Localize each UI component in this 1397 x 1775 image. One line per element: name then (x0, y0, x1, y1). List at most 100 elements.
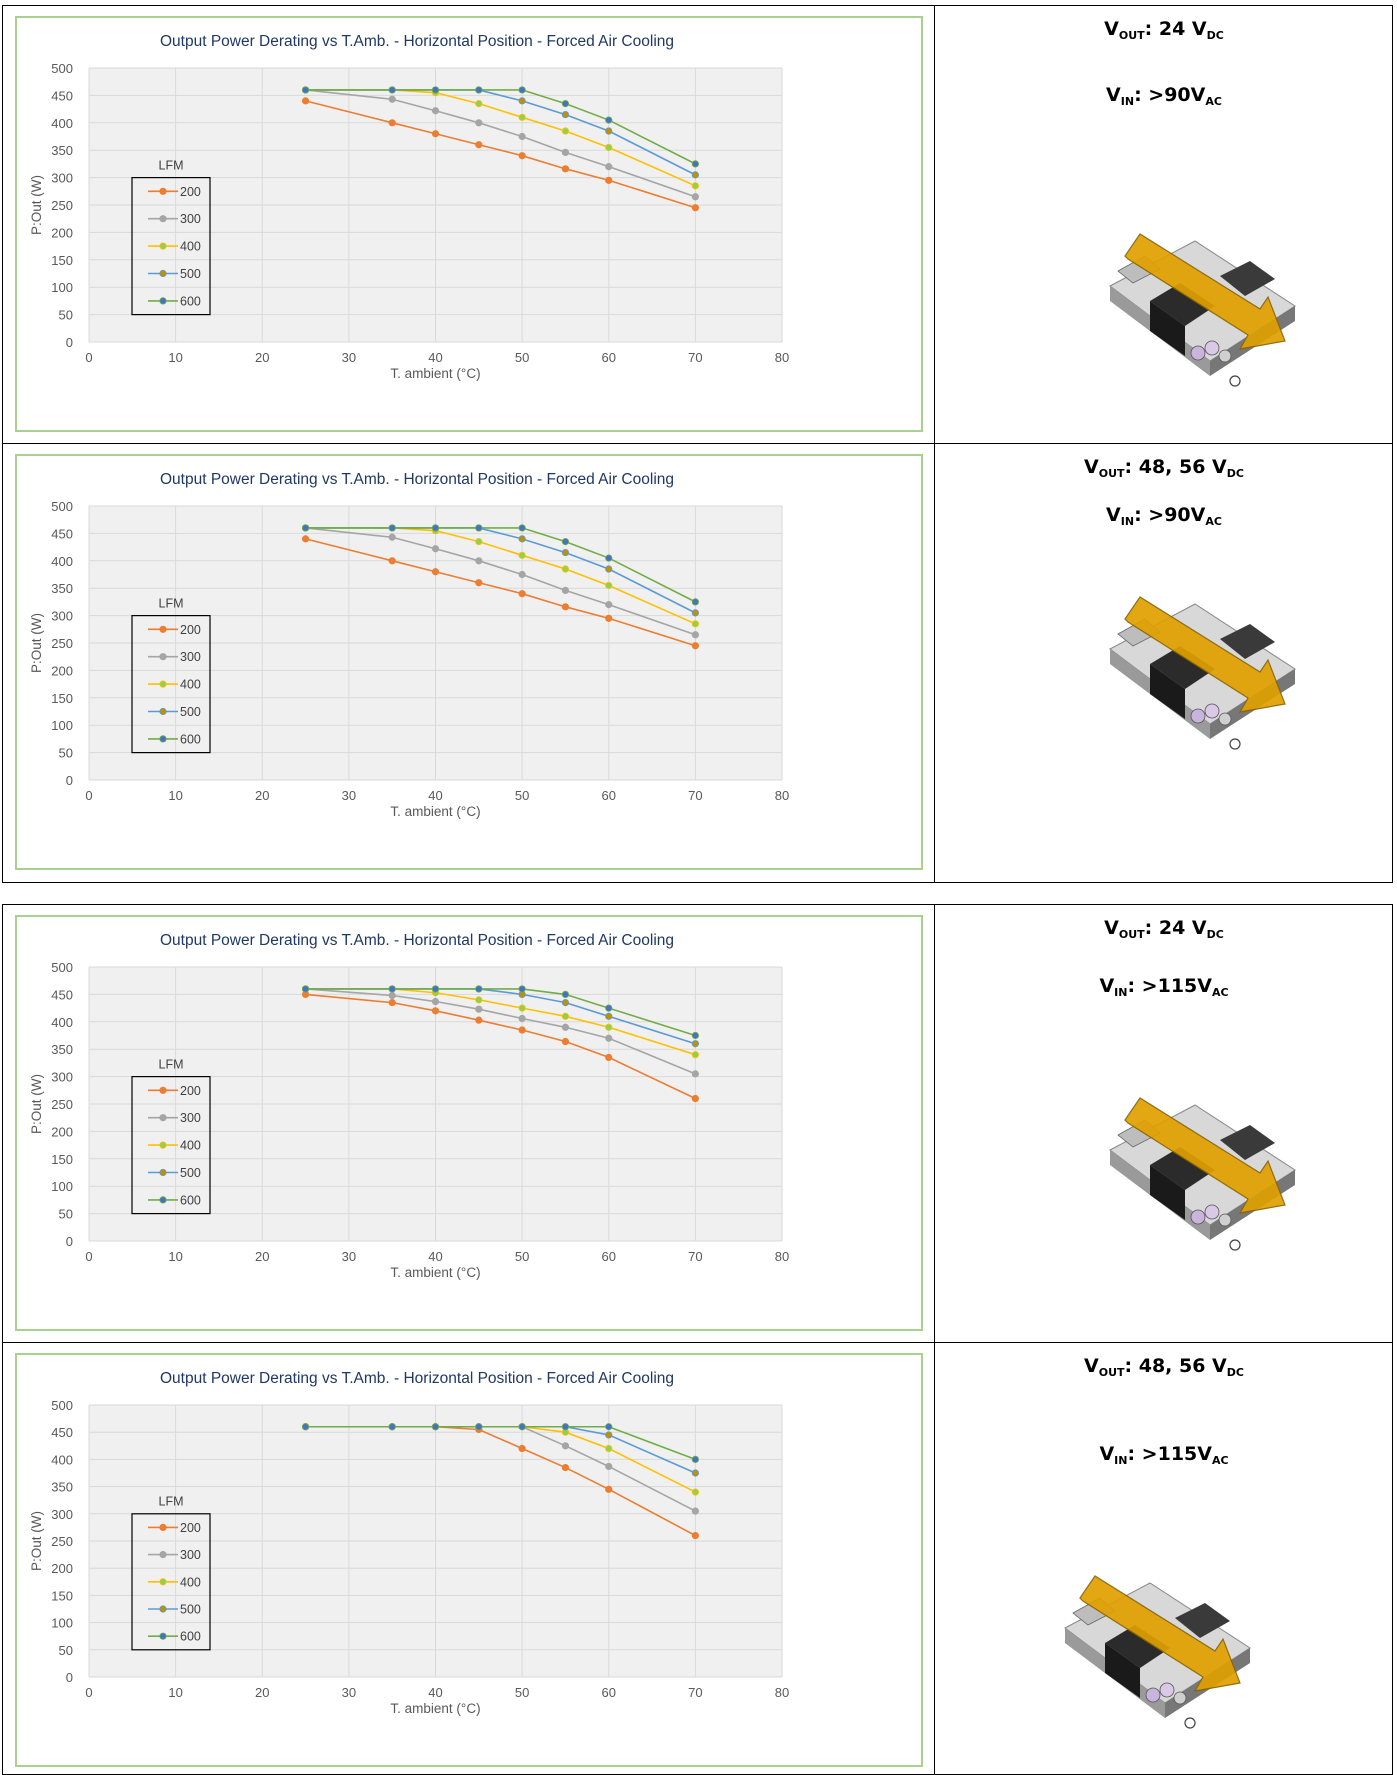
series-line-600 (305, 1425, 696, 1461)
airflow-arrow-icon (1124, 1097, 1286, 1214)
data-point-200 (605, 1053, 613, 1062)
legend-box (131, 1076, 211, 1215)
transformer-side (1150, 664, 1185, 719)
x-tick-label: 20 (255, 788, 269, 803)
spec-cell: VOUT: 48, 56 VDC VIN: >115VAC (935, 1343, 1393, 1774)
y-tick-label: 250 (51, 636, 73, 651)
data-point-600 (301, 985, 310, 993)
derating-chart-3: Output Power Derating vs T.Amb. - Horizo… (15, 915, 923, 1331)
data-point-300 (561, 1023, 570, 1031)
legend-title: LFM (159, 1057, 184, 1071)
legend-label: 500 (180, 1603, 201, 1617)
y-tick-label: 250 (51, 1534, 73, 1549)
x-tick-label: 80 (775, 1685, 789, 1700)
derating-table-115vac: Output Power Derating vs T.Amb. - Horizo… (2, 904, 1393, 1775)
x-tick-label: 60 (602, 788, 616, 803)
legend-label: 300 (180, 1111, 201, 1125)
capacitor (1218, 349, 1232, 363)
data-point-200 (691, 642, 699, 650)
legend-label: 200 (180, 623, 201, 637)
data-point-400 (605, 1023, 613, 1031)
data-point-200 (388, 119, 396, 127)
transformer-side (1150, 301, 1185, 356)
y-tick-label: 0 (66, 1234, 73, 1249)
series-line-600 (305, 988, 696, 1037)
vin-spec: VIN: >90VAC (1106, 84, 1222, 108)
data-point-200 (605, 614, 613, 622)
capacitor (1190, 345, 1206, 361)
chart-title: Output Power Derating vs T.Amb. - Horizo… (160, 932, 674, 949)
data-point-300 (431, 545, 440, 553)
y-axis-label: P:Out (W) (29, 1074, 44, 1134)
x-tick-label: 10 (168, 1249, 182, 1264)
legend-label: 400 (180, 1139, 201, 1153)
series-line-300 (305, 988, 696, 1075)
data-point-200 (561, 1463, 570, 1472)
spec-cell: VOUT: 48, 56 VDC VIN: >90VAC (935, 444, 1393, 882)
data-point-300 (561, 1442, 570, 1450)
x-tick-label: 30 (342, 788, 356, 803)
x-tick-label: 20 (255, 1685, 269, 1700)
data-point-600 (561, 990, 570, 999)
data-point-600 (388, 985, 396, 993)
y-tick-label: 150 (51, 253, 73, 268)
x-tick-label: 50 (515, 1685, 529, 1700)
data-point-600 (431, 985, 440, 993)
y-tick-label: 50 (59, 308, 73, 323)
heatsink (1220, 624, 1275, 659)
vout-spec: VOUT: 24 VDC (1104, 18, 1224, 42)
legend-swatch-marker (159, 215, 167, 223)
table-row: Output Power Derating vs T.Amb. - Horizo… (3, 6, 1392, 444)
table-row: Output Power Derating vs T.Amb. - Horizo… (3, 1343, 1392, 1774)
x-tick-label: 10 (168, 1685, 182, 1700)
heatsink (1175, 1603, 1230, 1638)
data-point-400 (691, 1488, 699, 1496)
legend-swatch-marker (159, 625, 167, 633)
data-point-500 (605, 127, 613, 135)
spec-cell: VOUT: 24 VDC VIN: >115VAC (935, 905, 1393, 1342)
data-point-600 (561, 100, 570, 108)
series-line-600 (305, 89, 696, 165)
data-point-300 (475, 1005, 483, 1013)
spec-cell: VOUT: 24 VDC VIN: >90VAC (935, 6, 1393, 443)
y-tick-label: 150 (51, 691, 73, 706)
data-point-300 (475, 557, 483, 565)
y-tick-label: 450 (51, 526, 73, 541)
y-tick-label: 400 (51, 1452, 73, 1467)
y-tick-label: 100 (51, 1179, 73, 1194)
legend-swatch-marker (159, 1114, 167, 1122)
y-tick-label: 500 (51, 499, 73, 514)
data-point-600 (301, 524, 310, 532)
data-point-400 (475, 996, 483, 1004)
data-point-400 (475, 538, 483, 546)
data-point-600 (518, 1423, 526, 1431)
y-tick-label: 300 (51, 1507, 73, 1522)
derating-chart-1: Output Power Derating vs T.Amb. - Horizo… (15, 16, 923, 432)
legend-box (131, 177, 211, 316)
data-point-400 (518, 113, 526, 121)
legend-label: 300 (180, 650, 201, 664)
x-tick-label: 40 (428, 788, 442, 803)
data-point-300 (561, 586, 570, 594)
x-tick-label: 0 (85, 350, 92, 365)
data-point-200 (388, 557, 396, 565)
x-tick-label: 10 (168, 350, 182, 365)
legend-swatch-marker (159, 1632, 167, 1640)
data-point-600 (691, 160, 699, 168)
chart-cell: Output Power Derating vs T.Amb. - Horizo… (3, 1343, 935, 1774)
data-point-500 (691, 1469, 699, 1477)
power-supply-image (1109, 596, 1296, 750)
data-point-400 (605, 143, 613, 152)
data-point-300 (475, 119, 483, 127)
legend-label: 600 (180, 732, 201, 746)
x-tick-label: 80 (775, 350, 789, 365)
y-tick-label: 100 (51, 1616, 73, 1631)
vin-spec: VIN: >115VAC (1099, 975, 1229, 999)
x-tick-label: 40 (428, 1685, 442, 1700)
x-tick-label: 10 (168, 788, 182, 803)
mounting-hole (1229, 1239, 1241, 1251)
data-point-300 (388, 533, 396, 541)
data-point-300 (691, 1070, 699, 1078)
data-point-600 (605, 1004, 613, 1012)
table-row: Output Power Derating vs T.Amb. - Horizo… (3, 444, 1392, 882)
